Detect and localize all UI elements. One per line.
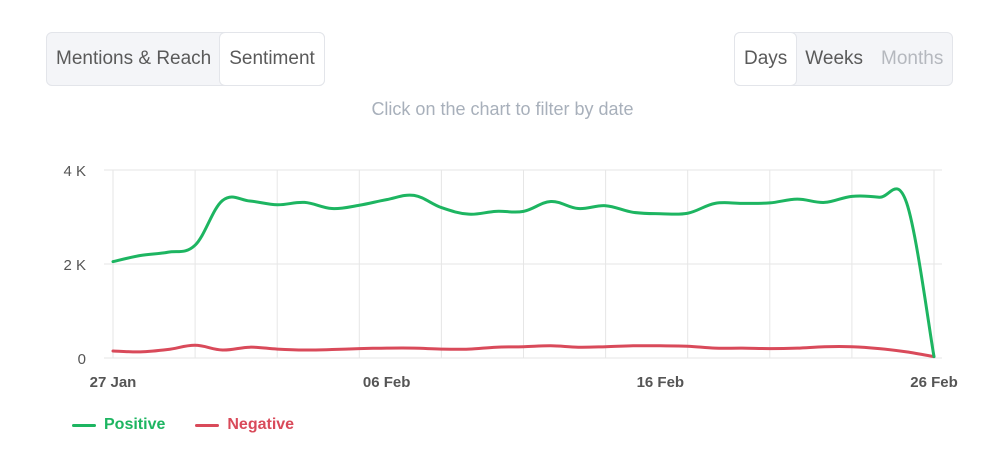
period-weeks-button[interactable]: Weeks <box>805 48 864 69</box>
series-line-positive <box>111 187 936 359</box>
x-tick-label: 26 Feb <box>910 374 958 391</box>
negative-line-icon <box>195 423 220 427</box>
positive-line-icon <box>72 423 96 427</box>
legend-label-positive: Positive <box>104 416 166 433</box>
series-line-negative <box>111 343 936 359</box>
period-toggle: Days Weeks Months <box>734 32 954 86</box>
view-tabs: Mentions & Reach Sentiment <box>46 32 325 86</box>
x-tick-label: 27 Jan <box>90 374 137 391</box>
legend-item-positive[interactable]: Positive <box>72 416 165 434</box>
period-months-button[interactable]: Months <box>881 48 944 69</box>
y-tick-label: 4 K <box>63 163 86 180</box>
sentiment-chart[interactable]: 0 2 K 4 K 27 Jan 06 Feb 16 Feb 26 Feb <box>0 150 1000 400</box>
period-days-button[interactable]: Days <box>734 32 798 86</box>
legend-item-negative[interactable]: Negative <box>195 416 294 434</box>
x-tick-label: 16 Feb <box>637 374 685 391</box>
tab-sentiment[interactable]: Sentiment <box>219 32 325 86</box>
chart-hint: Click on the chart to filter by date <box>371 99 634 119</box>
chart-legend: Positive Negative <box>72 416 294 434</box>
x-tick-label: 06 Feb <box>363 374 411 391</box>
y-tick-label: 2 K <box>63 257 86 274</box>
tab-mentions-reach[interactable]: Mentions & Reach <box>56 48 212 69</box>
legend-label-negative: Negative <box>227 416 295 433</box>
y-tick-label: 0 <box>78 351 86 368</box>
